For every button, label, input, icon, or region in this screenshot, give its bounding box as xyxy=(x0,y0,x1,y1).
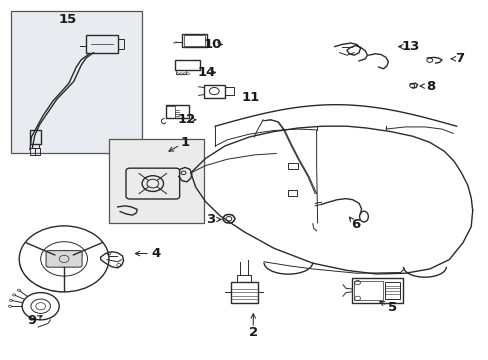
Bar xyxy=(109,139,203,223)
Text: 15: 15 xyxy=(59,13,77,26)
Text: 5: 5 xyxy=(387,301,396,314)
Text: 4: 4 xyxy=(151,247,160,260)
Bar xyxy=(175,59,199,69)
Text: 14: 14 xyxy=(197,66,215,79)
Text: 7: 7 xyxy=(454,52,464,65)
Bar xyxy=(236,275,251,282)
Text: 13: 13 xyxy=(400,40,419,53)
Text: 3: 3 xyxy=(205,213,215,226)
Text: 2: 2 xyxy=(248,326,257,339)
Text: 1: 1 xyxy=(180,136,189,149)
Bar xyxy=(224,87,233,95)
Text: 12: 12 xyxy=(178,113,196,126)
Text: 10: 10 xyxy=(203,38,222,51)
Text: 11: 11 xyxy=(241,91,259,104)
Bar xyxy=(203,85,224,98)
Bar xyxy=(35,148,40,155)
Bar xyxy=(183,35,205,46)
Text: 9: 9 xyxy=(28,314,37,328)
Bar xyxy=(11,12,142,153)
Bar xyxy=(176,69,185,74)
Bar xyxy=(182,34,207,47)
Text: 6: 6 xyxy=(350,218,360,231)
Bar xyxy=(351,278,402,303)
Bar xyxy=(230,282,257,303)
Bar xyxy=(86,36,118,53)
Bar xyxy=(30,130,41,144)
Bar xyxy=(118,39,123,49)
Bar xyxy=(166,106,175,118)
Bar xyxy=(288,190,297,196)
Bar xyxy=(165,105,188,118)
Bar xyxy=(30,148,35,155)
FancyBboxPatch shape xyxy=(46,251,82,267)
Text: 8: 8 xyxy=(425,80,434,93)
Bar xyxy=(384,282,399,299)
Bar xyxy=(32,144,39,148)
Bar xyxy=(353,281,383,300)
Bar xyxy=(288,163,298,169)
